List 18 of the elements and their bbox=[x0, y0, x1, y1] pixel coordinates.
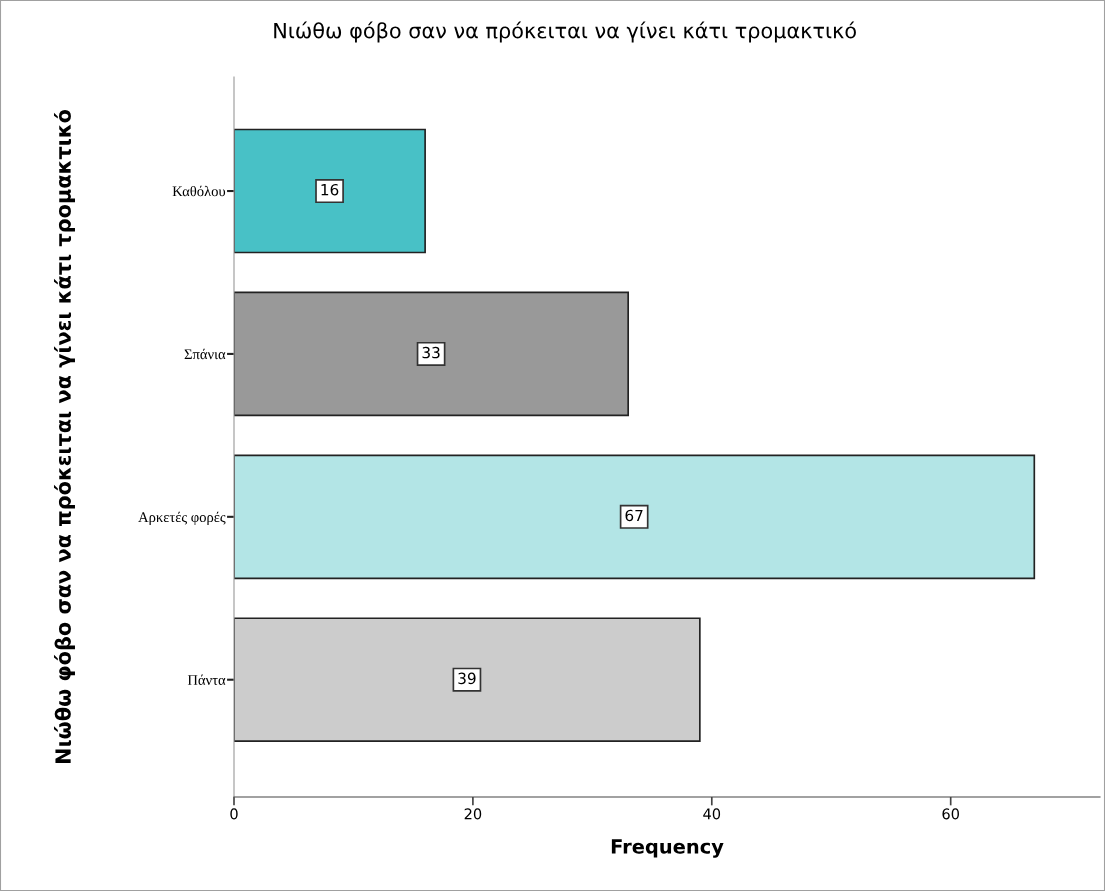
data-label: 16 bbox=[321, 183, 339, 196]
x-tick-label: 20 bbox=[464, 808, 482, 820]
bar bbox=[234, 617, 701, 743]
data-label: 33 bbox=[422, 346, 440, 359]
data-label: 39 bbox=[458, 672, 476, 685]
bar bbox=[234, 128, 426, 254]
chart-title: Νιώθω φόβο σαν να πρόκειται να γίνει κάτι τρομακτικό bbox=[274, 21, 856, 43]
bar bbox=[234, 454, 1036, 580]
y-axis-title: Νιώθω φόβο σαν να πρόκειται να γίνει κάτι τρομακτικό bbox=[53, 109, 75, 764]
x-tick-label: 60 bbox=[942, 808, 959, 820]
x-tick-label: 40 bbox=[703, 808, 721, 820]
x-tick-label: 0 bbox=[230, 808, 238, 820]
data-label: 67 bbox=[625, 509, 643, 522]
x-axis-title: Frequency bbox=[611, 839, 724, 858]
y-tick-label: Καθόλου bbox=[172, 185, 226, 197]
y-tick-label: Αρκετές φορές bbox=[138, 511, 226, 526]
y-tick-label: Σπάνια bbox=[184, 348, 226, 360]
y-tick-label: Πάντα bbox=[187, 674, 226, 685]
